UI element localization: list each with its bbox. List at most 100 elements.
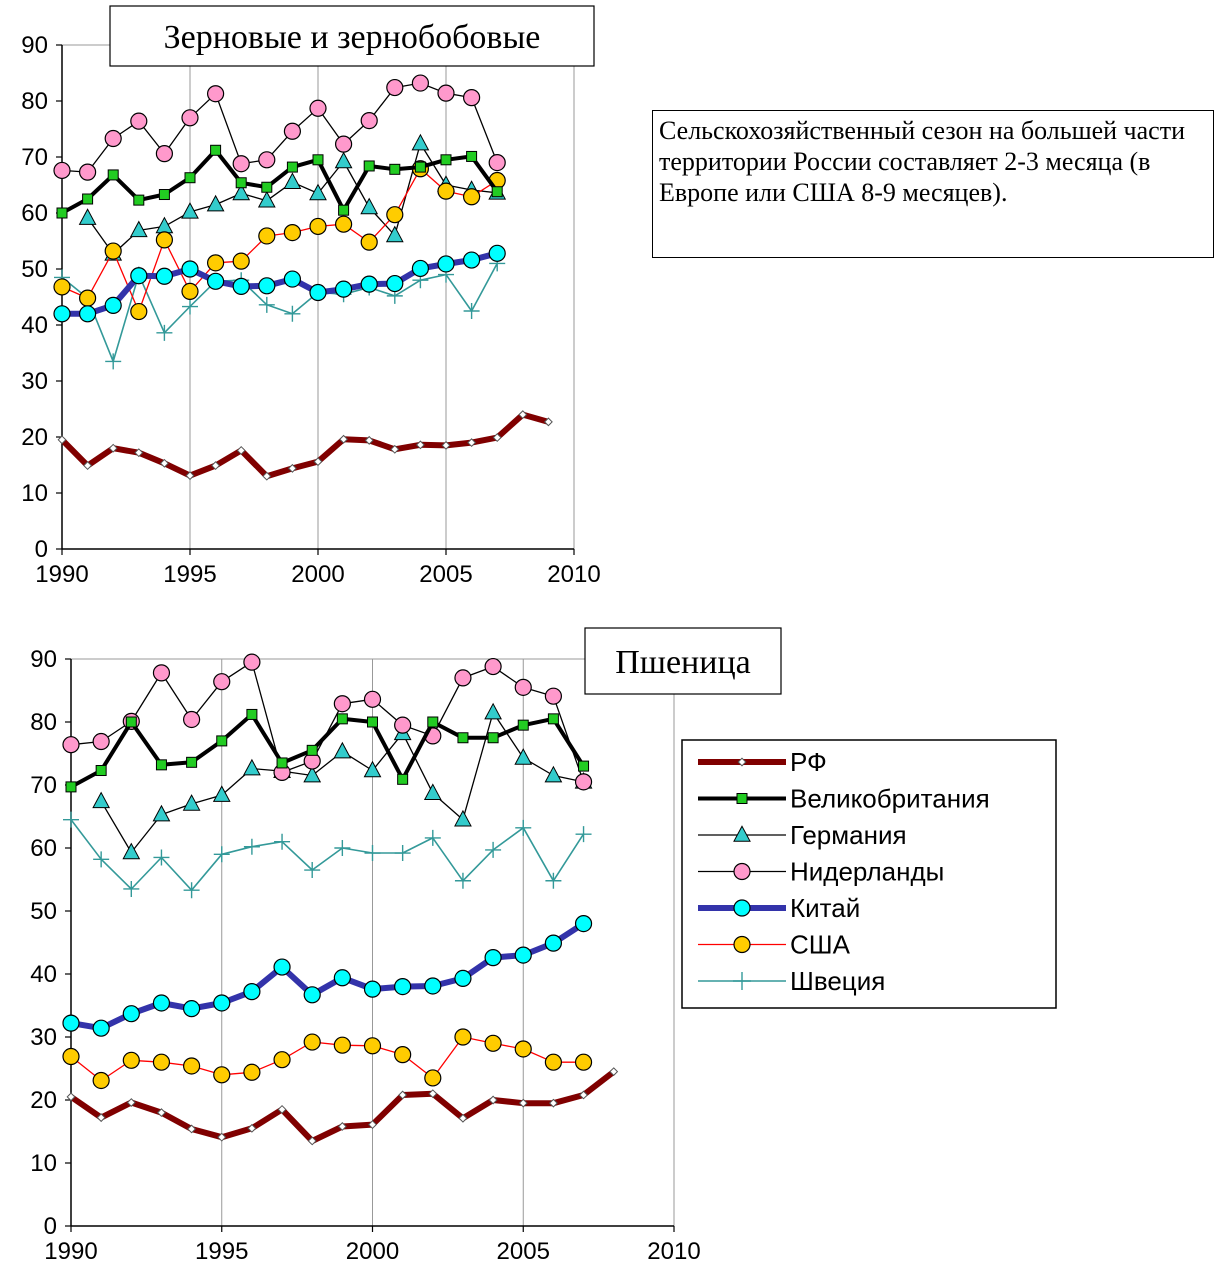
data-point xyxy=(333,695,351,713)
data-point xyxy=(78,163,97,181)
legend-entry-rf: РФ xyxy=(698,747,827,777)
data-point xyxy=(544,765,563,783)
data-point xyxy=(155,231,173,249)
data-point xyxy=(733,825,751,842)
info-note: Сельскохозяйственный сезон на большей ча… xyxy=(652,110,1214,258)
data-point xyxy=(78,289,97,307)
data-point xyxy=(491,186,503,198)
data-point xyxy=(213,1066,231,1084)
y-tick-label: 60 xyxy=(30,835,57,862)
data-point xyxy=(437,255,455,273)
data-point xyxy=(273,1051,291,1069)
data-point xyxy=(339,434,349,444)
data-point xyxy=(454,872,471,889)
data-point xyxy=(152,1053,171,1071)
data-point xyxy=(155,759,167,771)
data-point xyxy=(130,302,148,321)
data-point xyxy=(53,161,71,180)
data-point xyxy=(181,202,199,219)
data-point xyxy=(104,242,122,260)
data-point xyxy=(92,1019,110,1037)
data-point xyxy=(78,305,97,323)
data-point xyxy=(122,842,141,860)
data-point xyxy=(62,736,80,754)
data-point xyxy=(92,791,111,809)
data-point xyxy=(386,274,404,293)
data-point xyxy=(467,438,477,448)
data-point xyxy=(394,977,412,996)
data-point xyxy=(183,1000,201,1018)
data-point xyxy=(397,773,409,785)
series-uk xyxy=(56,144,503,219)
y-tick-label: 30 xyxy=(21,368,48,395)
data-point xyxy=(104,296,122,314)
data-point xyxy=(283,270,301,288)
data-point xyxy=(130,267,148,285)
data-point xyxy=(487,732,499,744)
data-point xyxy=(235,177,247,189)
data-point xyxy=(488,244,506,262)
data-point xyxy=(309,183,327,201)
data-point xyxy=(578,760,590,772)
data-point xyxy=(398,1090,408,1100)
data-point xyxy=(514,678,532,696)
data-point xyxy=(458,1113,468,1123)
x-tick-label: 1995 xyxy=(195,1238,248,1265)
data-point xyxy=(56,207,68,219)
data-point xyxy=(130,112,148,130)
data-point xyxy=(733,935,751,954)
data-point xyxy=(335,215,353,233)
data-point xyxy=(247,1123,257,1133)
data-point xyxy=(389,163,401,175)
x-tick-label: 2010 xyxy=(647,1238,700,1265)
data-point xyxy=(454,969,472,988)
data-point xyxy=(303,765,322,783)
series-line xyxy=(61,262,498,363)
legend-label: Великобритания xyxy=(790,784,990,814)
chart-2: 0 10 20 30 40 50 60 70 80 90 1990 1995 2000 2005 2010 П… xyxy=(30,627,782,1265)
y-tick-label: 20 xyxy=(30,1087,57,1114)
data-point xyxy=(126,1098,136,1107)
series-se xyxy=(63,811,592,899)
data-point xyxy=(423,783,442,800)
data-point xyxy=(411,259,429,278)
x-tick-label: 2005 xyxy=(497,1238,550,1265)
y-tick-label: 50 xyxy=(21,256,48,283)
legend-label: Германия xyxy=(790,820,907,850)
data-point xyxy=(333,741,352,759)
data-point xyxy=(415,440,425,450)
y-tick-label: 40 xyxy=(30,961,57,988)
data-point xyxy=(258,296,275,313)
data-point xyxy=(733,972,751,990)
data-point xyxy=(156,324,173,341)
data-point xyxy=(545,872,562,889)
legend: РФ Великобритания Германия Нидерланды Китай С… xyxy=(681,739,1057,1009)
data-point xyxy=(514,748,533,765)
data-point xyxy=(411,133,430,151)
data-point xyxy=(213,673,231,691)
data-point xyxy=(441,440,451,450)
data-point xyxy=(95,765,107,777)
data-point xyxy=(548,1098,558,1108)
legend-label: Нидерланды xyxy=(790,857,944,887)
data-point xyxy=(544,687,563,705)
y-tick-label: 50 xyxy=(30,898,57,925)
data-point xyxy=(262,471,272,481)
data-point xyxy=(83,461,93,471)
data-point xyxy=(232,252,250,270)
y-tick-label: 40 xyxy=(21,312,48,339)
legend-entry-nl: Нидерланды xyxy=(698,857,944,887)
data-point xyxy=(155,145,173,163)
data-point xyxy=(518,410,528,420)
data-point xyxy=(186,756,198,768)
data-point xyxy=(273,958,291,976)
data-point xyxy=(92,1071,110,1090)
data-point xyxy=(338,204,350,216)
data-point xyxy=(414,161,426,173)
data-point xyxy=(96,1113,106,1123)
data-point xyxy=(543,417,553,427)
data-point xyxy=(274,833,291,850)
data-point xyxy=(156,1108,166,1118)
data-point xyxy=(284,305,301,322)
data-point xyxy=(257,190,276,208)
